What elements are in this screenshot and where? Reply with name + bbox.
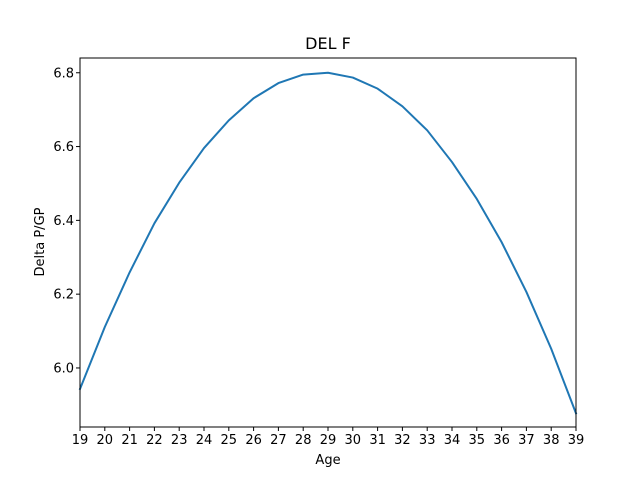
y-tick-label: 6.6 xyxy=(53,140,74,155)
x-tick-label: 34 xyxy=(444,433,461,448)
y-tick-label: 6.8 xyxy=(53,66,74,81)
y-tick-label: 6.4 xyxy=(53,214,74,229)
x-tick-label: 25 xyxy=(221,433,238,448)
x-axis-label: Age xyxy=(315,453,340,468)
x-tick-label: 32 xyxy=(394,433,411,448)
axis-ticks: 19 20 21 22 23 24 25 26 27 28 29 30 31 32 33 34 35 36 37 38… xyxy=(53,66,584,448)
x-tick-label: 35 xyxy=(469,433,486,448)
chart-title: DEL F xyxy=(305,34,351,53)
y-axis-label: Delta P/GP xyxy=(33,207,48,276)
x-tick-label: 23 xyxy=(171,433,188,448)
x-tick-label: 33 xyxy=(419,433,436,448)
x-tick-label: 24 xyxy=(196,433,213,448)
x-tick-label: 39 xyxy=(568,433,585,448)
series-line-0 xyxy=(78,71,578,415)
y-tick-label: 6.0 xyxy=(53,361,74,376)
y-tick-label: 6.2 xyxy=(53,288,74,303)
x-tick-label: 36 xyxy=(493,433,510,448)
x-tick-label: 28 xyxy=(295,433,312,448)
x-tick-label: 30 xyxy=(345,433,362,448)
x-tick-label: 20 xyxy=(97,433,114,448)
x-tick-label: 22 xyxy=(146,433,163,448)
x-tick-label: 31 xyxy=(369,433,386,448)
x-tick-label: 19 xyxy=(72,433,89,448)
x-tick-label: 37 xyxy=(518,433,535,448)
x-tick-label: 27 xyxy=(270,433,287,448)
x-tick-label: 26 xyxy=(245,433,262,448)
x-tick-label: 38 xyxy=(543,433,560,448)
x-tick-label: 29 xyxy=(320,433,337,448)
x-tick-label: 21 xyxy=(121,433,138,448)
